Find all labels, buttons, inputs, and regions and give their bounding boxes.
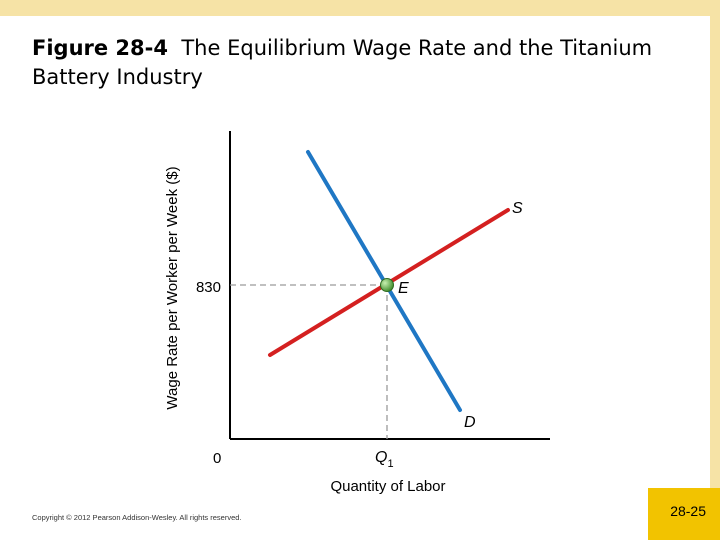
slide-title: Figure 28-4 The Equilibrium Wage Rate an… bbox=[32, 34, 692, 92]
page-number: 28-25 bbox=[670, 503, 706, 519]
y-axis-label: Wage Rate per Worker per Week ($) bbox=[164, 166, 181, 409]
figure-title-text: The Equilibrium Wage Rate and the Titani… bbox=[32, 36, 653, 89]
figure-number: Figure 28-4 bbox=[32, 36, 168, 60]
x-tick-q: Q1 bbox=[375, 449, 394, 470]
equilibrium-point bbox=[380, 278, 394, 292]
top-frame-band bbox=[0, 0, 720, 16]
origin-label: 0 bbox=[213, 450, 221, 467]
y-tick-830: 830 bbox=[196, 279, 221, 296]
x-tick-q-subscript: 1 bbox=[387, 458, 393, 470]
copyright-notice: Copyright © 2012 Pearson Addison-Wesley.… bbox=[32, 513, 242, 522]
right-frame-band bbox=[710, 0, 720, 540]
demand-label: D bbox=[464, 414, 476, 431]
supply-label: S bbox=[512, 200, 523, 217]
x-axis-label: Quantity of Labor bbox=[330, 478, 445, 495]
equilibrium-label: E bbox=[398, 280, 409, 297]
x-tick-q-letter: Q bbox=[375, 449, 387, 466]
page-badge: 28-25 bbox=[648, 488, 720, 540]
